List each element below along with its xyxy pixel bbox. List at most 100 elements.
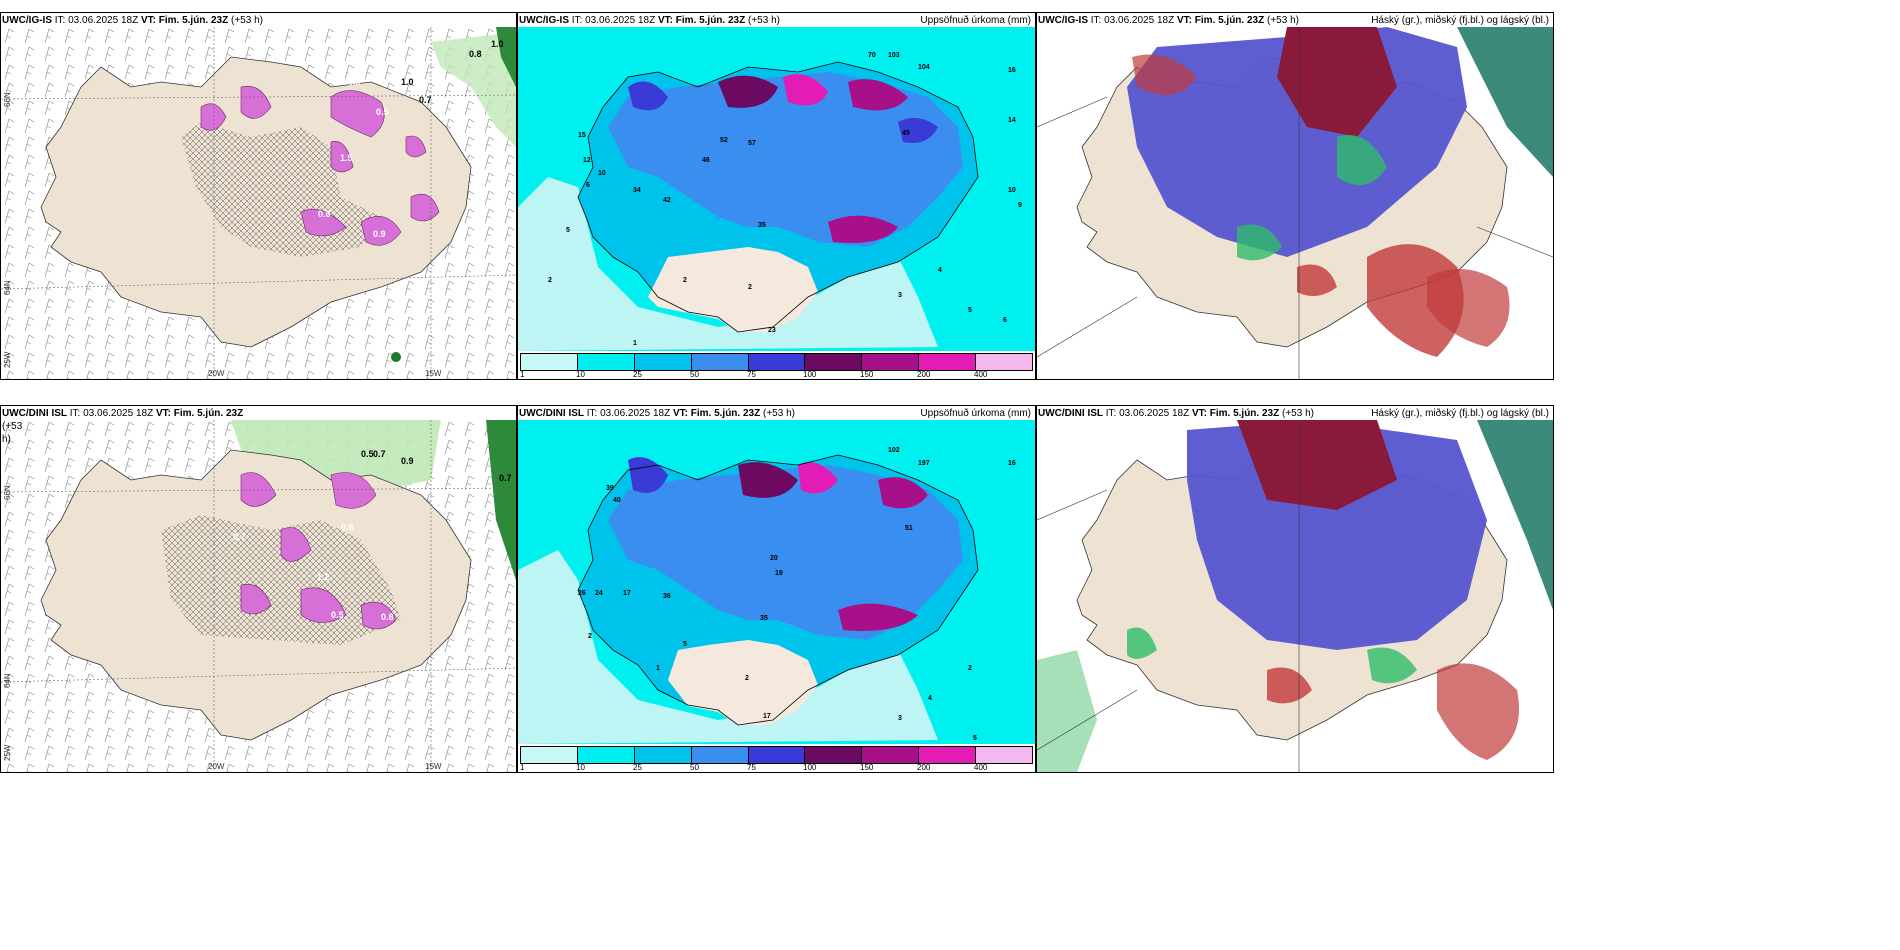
wind-value: 1.0 (491, 39, 504, 49)
legend-tick: 10 (576, 763, 585, 772)
map-area: 0.5 0.7 0.9 0.7 0.6 0.7 1.2 0.5 0.8 (1, 420, 516, 772)
precip-value: 26 (578, 590, 586, 597)
panel-precip-bottom: UWC/DINI ISL IT: 03.06.2025 18Z VT: Fim.… (517, 405, 1036, 773)
lon-label: 20W (208, 369, 225, 378)
legend-tick: 100 (803, 370, 817, 379)
lon-label: 25W (3, 744, 12, 761)
precip-value: 6 (1003, 317, 1007, 324)
precip-value: 2 (745, 675, 749, 682)
legend-colorbar (520, 746, 1033, 764)
legend-swatch (919, 747, 977, 763)
precip-value: 197 (918, 460, 930, 467)
panel-clouds-bottom: UWC/DINI ISL IT: 03.06.2025 18Z VT: Fim.… (1036, 405, 1554, 773)
wind-value: 0.6 (318, 209, 331, 219)
precip-value: 16 (1008, 67, 1016, 74)
legend-tick: 100 (803, 763, 817, 772)
panel-wind-bottom: UWC/DINI ISL IT: 03.06.2025 18Z VT: Fim.… (0, 405, 517, 773)
legend-swatch (577, 354, 635, 370)
precip-value: 1 (656, 665, 660, 672)
precip-blobs (200, 85, 440, 246)
panel-header: UWC/DINI ISL IT: 03.06.2025 18Z VT: Fim.… (2, 408, 244, 445)
precip-value: 15 (578, 132, 586, 139)
precip-value: 4 (928, 695, 932, 702)
precip-legend: 1 10 25 50 75 100 150 200 400 (518, 351, 1035, 379)
precip-value: 16 (1008, 460, 1016, 467)
legend-tick: 400 (974, 370, 988, 379)
precip-value: 34 (633, 187, 641, 194)
lon-label: 20W (208, 762, 225, 771)
wind-value: 1.0 (401, 77, 414, 87)
lat-label: 66N (3, 92, 12, 107)
precip-value: 5 (968, 307, 972, 314)
wind-value: 1.2 (317, 572, 330, 582)
precip-value: 36 (663, 593, 671, 600)
green-precip-area (431, 32, 516, 147)
precip-value: 103 (888, 52, 900, 59)
legend-swatch (577, 747, 635, 763)
wind-value: 1.5 (340, 153, 353, 163)
legend-tick: 150 (860, 763, 874, 772)
precip-value: 2 (683, 277, 687, 284)
legend-swatch (634, 747, 692, 763)
variable-label: Uppsöfnuð úrkoma (mm) (920, 15, 1031, 26)
panel-header: UWC/DINI ISL IT: 03.06.2025 18Z VT: Fim.… (1038, 408, 1549, 419)
precip-value: 6 (586, 182, 590, 189)
precip-value: 20 (770, 555, 778, 562)
precip-value: 3 (898, 292, 902, 299)
legend-swatch (748, 354, 806, 370)
legend-tick: 400 (974, 763, 988, 772)
variable-label: Háský (gr.), miðský (fj.bl.) og lágský (… (1371, 15, 1549, 26)
wind-value: 0.7 (499, 473, 512, 483)
legend-swatch (634, 354, 692, 370)
lon-label: 15W (425, 762, 442, 771)
legend-colorbar (520, 353, 1033, 371)
lat-label: 66N (3, 485, 12, 500)
lat-label: 64N (3, 280, 12, 295)
lon-label: 25W (3, 351, 12, 368)
legend-swatch (976, 354, 1033, 370)
precip-value: 40 (613, 497, 621, 504)
wind-value: 0.5 (361, 449, 374, 459)
precip-value: 19 (775, 570, 783, 577)
precip-value: 3 (898, 715, 902, 722)
panel-header: UWC/DINI ISL IT: 03.06.2025 18Z VT: Fim.… (519, 408, 1031, 419)
precip-value: 57 (748, 140, 756, 147)
legend-swatch (521, 747, 578, 763)
legend-swatch (862, 747, 920, 763)
precip-value: 1 (633, 340, 637, 347)
wind-map: 0.6 0.9 1.0 0.8 0.7 0.5 1.5 0.6 0.9 1.0 (1, 27, 516, 379)
legend-tick: 75 (747, 763, 756, 772)
legend-swatch (691, 354, 749, 370)
lat-label: 64N (3, 673, 12, 688)
wind-value: 0.8 (469, 49, 482, 59)
precip-value: 10 (598, 170, 606, 177)
legend-swatch (919, 354, 977, 370)
wind-value: 0.5 (376, 107, 389, 117)
precip-value: 104 (918, 64, 930, 71)
map-area: 102 197 16 51 39 40 26 24 17 36 20 19 35… (518, 420, 1035, 744)
precip-value: 24 (595, 590, 603, 597)
precip-value: 51 (905, 525, 913, 532)
map-area (1037, 420, 1553, 772)
variable-label: Háský (gr.), miðský (fj.bl.) og lágský (… (1371, 408, 1549, 419)
legend-swatch (691, 747, 749, 763)
map-area (1037, 27, 1553, 379)
precip-value: 10 (1008, 187, 1016, 194)
panel-header: UWC/IG-IS IT: 03.06.2025 18Z VT: Fim. 5.… (1038, 15, 1549, 26)
precip-map: 102 197 16 51 39 40 26 24 17 36 20 19 35… (518, 420, 1035, 744)
precip-value: 102 (888, 447, 900, 454)
precip-value: 5 (973, 735, 977, 742)
precip-value: 2 (548, 277, 552, 284)
legend-swatch (748, 747, 806, 763)
panel-clouds-top: UWC/IG-IS IT: 03.06.2025 18Z VT: Fim. 5.… (1036, 12, 1554, 380)
precip-value: 5 (566, 227, 570, 234)
wind-value: 0.7 (373, 449, 386, 459)
precip-value: 52 (720, 137, 728, 144)
legend-swatch (521, 354, 578, 370)
legend-swatch (976, 747, 1033, 763)
precip-value: 2 (968, 665, 972, 672)
map-area: 0.6 0.9 1.0 0.8 0.7 0.5 1.5 0.6 0.9 1.0 (1, 27, 516, 379)
wind-value: 0.5 (331, 610, 344, 620)
precip-value: 35 (758, 222, 766, 229)
wind-value: 0.9 (373, 229, 386, 239)
